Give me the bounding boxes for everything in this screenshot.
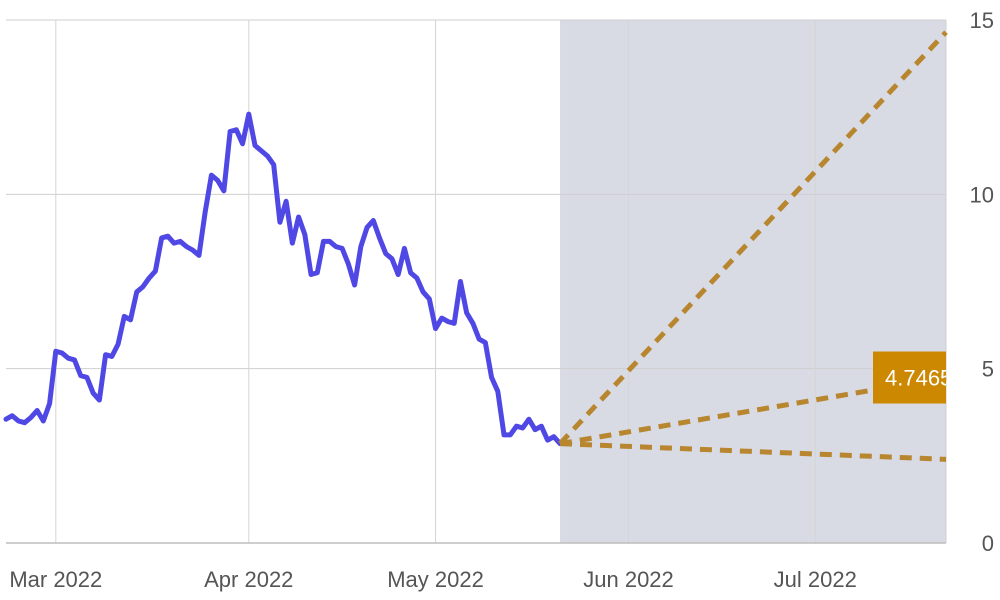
x-tick-label-2: May 2022 (387, 567, 484, 592)
series-line-history (3, 111, 563, 447)
y-tick-label-15: 15 (970, 8, 994, 33)
x-tick-label-3: Jun 2022 (583, 567, 674, 592)
forecast-region (560, 20, 946, 543)
series-line-forecast-high (558, 30, 948, 446)
y-tick-label-5: 5 (982, 357, 994, 382)
x-tick-label-1: Apr 2022 (204, 567, 293, 592)
y-axis-labels: 0 5 10 15 (970, 8, 994, 556)
series-line-forecast-low (559, 441, 947, 462)
value-badge (873, 351, 946, 404)
y-tick-label-10: 10 (970, 182, 994, 207)
x-tick-label-4: Jul 2022 (774, 567, 857, 592)
axis-lines (6, 20, 947, 544)
badge-layer: 4.7465 (873, 351, 952, 404)
gridlines (6, 19, 946, 543)
y-tick-label-0: 0 (982, 531, 994, 556)
x-axis-labels: Mar 2022 Apr 2022 May 2022 Jun 2022 Jul 2022 (9, 567, 857, 592)
forecast-region-layer (560, 20, 946, 543)
x-tick-label-0: Mar 2022 (9, 567, 102, 592)
value-badge-label: 4.7465 (885, 366, 952, 391)
